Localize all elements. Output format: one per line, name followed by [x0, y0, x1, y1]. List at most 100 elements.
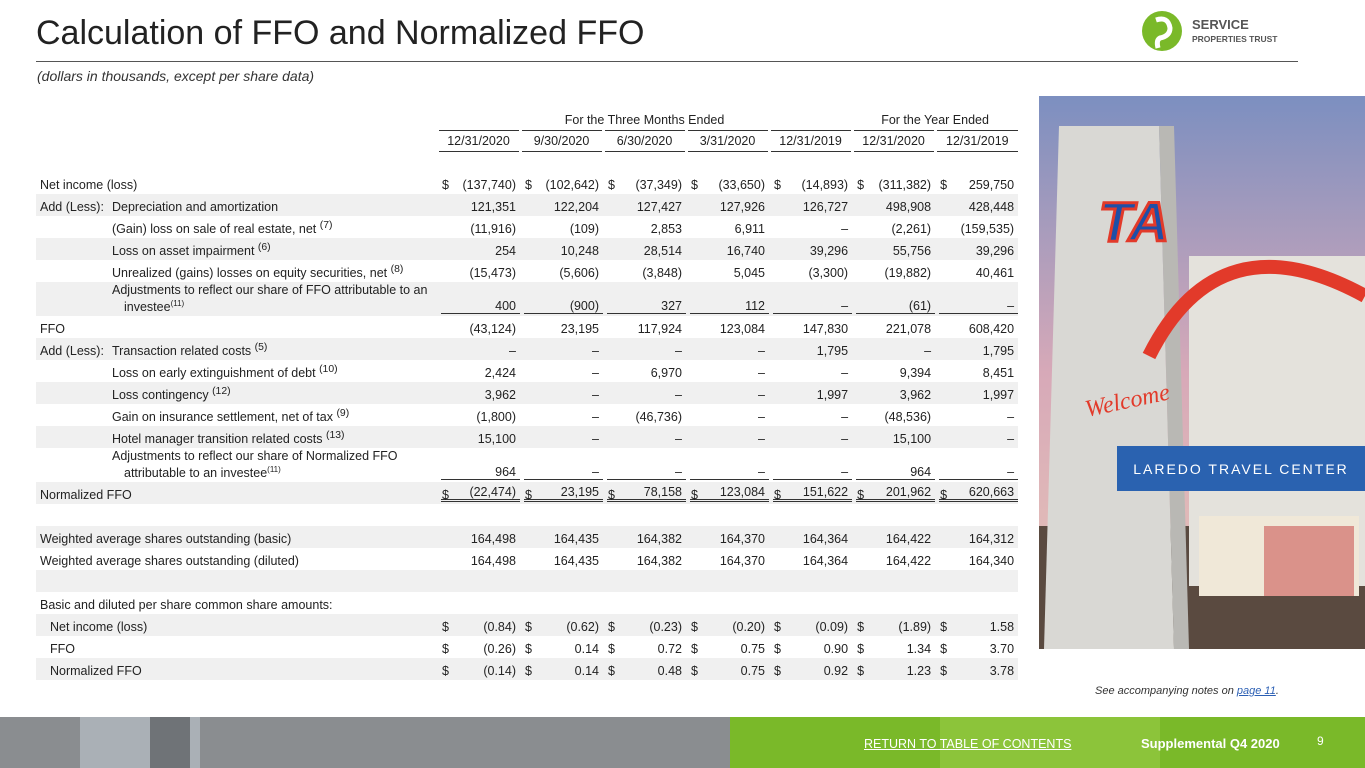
value: 16,740 — [726, 244, 765, 258]
value-cell: 498,908 — [852, 194, 936, 216]
value: (11,916) — [470, 222, 516, 236]
value-cell: $0.92 — [769, 658, 853, 680]
value-cell: $1.34 — [852, 636, 935, 658]
value: 55,756 — [892, 244, 932, 258]
column-header: 12/31/2019 — [767, 130, 853, 152]
return-link[interactable]: RETURN TO TABLE OF CONTENTS — [864, 737, 1072, 751]
value-cell: 39,296 — [935, 238, 1019, 260]
value: 3.78 — [989, 664, 1015, 678]
currency-symbol: $ — [774, 488, 781, 502]
currency-symbol: $ — [774, 664, 781, 678]
blank-cell — [36, 504, 1018, 526]
row-label: Normalized FFO — [50, 664, 142, 678]
row-label-cell: Loss contingency (12) — [112, 382, 437, 404]
value-cell: $ (0.23) — [603, 614, 686, 636]
value: – — [675, 388, 682, 402]
value: 3.70 — [989, 642, 1015, 656]
value-cell: 1,795 — [769, 338, 853, 360]
value: 39,296 — [975, 244, 1015, 258]
ffo-table: For the Three Months Ended For the Year E… — [36, 110, 1019, 680]
value-cell: $0.72 — [603, 636, 686, 658]
value: (0.84) — [483, 620, 516, 634]
footnote-ref: (12) — [212, 385, 231, 397]
value-cell: 6,911 — [686, 216, 769, 238]
value-cell: – — [769, 448, 853, 482]
value: 254 — [495, 244, 516, 258]
value-cell: $ (102,642) — [520, 172, 603, 194]
column-header: 12/31/2020 — [850, 130, 936, 152]
value: 0.90 — [823, 642, 849, 656]
note-link[interactable]: page 11 — [1236, 685, 1276, 697]
blank-row — [36, 570, 1019, 592]
value: 164,364 — [802, 554, 849, 568]
value: – — [524, 465, 603, 480]
value: – — [1007, 432, 1015, 446]
table-row: FFO (43,124) 23,195 117,924 123,084 147,830 22… — [36, 316, 1018, 338]
value-cell: 1,997 — [769, 382, 853, 404]
value-cell: 127,427 — [603, 194, 686, 216]
value-cell: – — [769, 404, 852, 426]
value: (14,893) — [801, 178, 849, 192]
value: (48,536) — [884, 410, 932, 424]
value-cell: – — [769, 360, 852, 382]
value-cell: 112 — [686, 282, 769, 316]
value: 221,078 — [885, 322, 932, 336]
value-cell: 254 — [437, 238, 520, 260]
row-label-cell: Transaction related costs (5) — [112, 338, 437, 360]
row-prefix: Add (Less): — [36, 338, 112, 360]
value-cell: 10,248 — [520, 238, 603, 260]
value: – — [841, 432, 849, 446]
value: – — [758, 388, 765, 402]
value: – — [758, 344, 765, 358]
currency-symbol: $ — [442, 664, 449, 678]
empty-cell — [852, 592, 935, 614]
value: – — [841, 222, 849, 236]
spacer — [36, 110, 437, 131]
value: 78,158 — [607, 485, 686, 502]
value-cell: (3,848) — [603, 260, 686, 282]
value-cell: $0.90 — [769, 636, 852, 658]
value-cell: – — [520, 404, 603, 426]
value-cell: (159,535) — [935, 216, 1018, 238]
table-row: Loss contingency (12) 3,962 – – – 1,997 3,962 1… — [36, 382, 1019, 404]
value-cell: (109) — [520, 216, 603, 238]
value: – — [939, 465, 1019, 480]
value: 147,830 — [802, 322, 849, 336]
value-cell: 3,962 — [852, 382, 936, 404]
value-cell: 164,422 — [852, 526, 936, 548]
row-label-cell: Adjustments to reflect our share of Norm… — [112, 448, 437, 482]
table-row: (Gain) loss on sale of real estate, net … — [36, 216, 1018, 238]
currency-symbol: $ — [940, 488, 948, 502]
currency-symbol: $ — [442, 642, 449, 656]
value-cell: $ (37,349) — [603, 172, 686, 194]
value-cell: $0.14 — [520, 636, 603, 658]
empty-cell — [935, 592, 1018, 614]
row-label: Hotel manager transition related costs — [112, 432, 323, 446]
value-cell: (2,261) — [852, 216, 935, 238]
table-row: Add (Less): Depreciation and amortization… — [36, 194, 1019, 216]
value: 164,370 — [719, 532, 765, 546]
value: – — [592, 432, 599, 446]
value: 6,911 — [734, 222, 765, 236]
row-label: FFO — [50, 642, 75, 656]
currency-symbol: $ — [857, 488, 865, 502]
currency-symbol: $ — [940, 178, 948, 192]
currency-symbol: $ — [940, 620, 948, 634]
value: – — [773, 465, 853, 480]
column-header: 12/31/2020 — [435, 130, 520, 152]
row-label: Adjustments to reflect our share of Norm… — [112, 449, 398, 480]
value-cell: 327 — [603, 282, 686, 316]
value: 164,435 — [553, 554, 599, 568]
value-cell: 117,924 — [603, 316, 686, 338]
page-number: 9 — [1317, 734, 1324, 748]
empty-cell — [520, 592, 603, 614]
currency-symbol: $ — [608, 488, 615, 502]
value-cell: 3,962 — [437, 382, 520, 404]
currency-symbol: $ — [940, 664, 948, 678]
column-header: 9/30/2020 — [518, 130, 603, 152]
currency-symbol: $ — [442, 178, 449, 192]
row-label: Transaction related costs — [112, 344, 252, 358]
table-row: Adjustments to reflect our share of Norm… — [36, 448, 1019, 482]
value-cell: (15,473) — [437, 260, 520, 282]
value-cell: (5,606) — [520, 260, 603, 282]
